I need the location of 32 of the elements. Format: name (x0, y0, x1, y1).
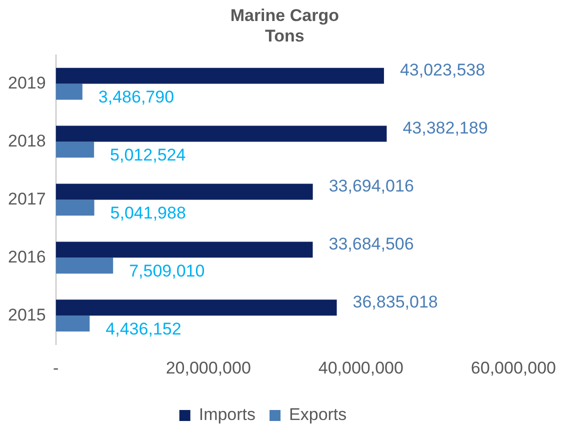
bar (56, 242, 313, 258)
bar (56, 126, 387, 142)
bar (56, 316, 90, 332)
bar (56, 84, 82, 100)
data-label: 33,694,016 (328, 176, 414, 196)
x-tick-label: 60,000,000 (470, 358, 556, 378)
bar (56, 184, 313, 200)
legend-label: Imports (198, 405, 256, 424)
data-label: 3,486,790 (98, 87, 174, 106)
x-tick-label: - (52, 358, 59, 378)
bar (56, 68, 384, 84)
legend-label: Exports (289, 405, 347, 424)
data-label: 4,436,152 (106, 319, 182, 338)
data-label: 7,509,010 (129, 261, 205, 280)
data-label: 43,382,189 (402, 118, 488, 138)
y-tick-label: 2018 (8, 131, 46, 150)
y-tick-label: 2016 (8, 247, 46, 266)
y-tick-label: 2019 (8, 73, 46, 92)
bar (56, 300, 337, 316)
bar (56, 258, 114, 274)
data-label: 43,023,538 (400, 60, 486, 80)
data-label: 5,041,988 (110, 203, 186, 222)
y-tick-label: 2015 (8, 305, 46, 324)
data-label: 5,012,524 (110, 145, 186, 164)
x-tick-label: 20,000,000 (166, 358, 251, 378)
chart-title: Marine Cargo Tons (230, 6, 339, 46)
x-tick-label: 40,000,000 (318, 358, 404, 378)
bar (56, 200, 94, 216)
data-label: 33,684,506 (328, 234, 414, 254)
y-tick-label: 2017 (8, 189, 46, 208)
bar (56, 142, 94, 158)
data-label: 36,835,018 (352, 292, 438, 312)
